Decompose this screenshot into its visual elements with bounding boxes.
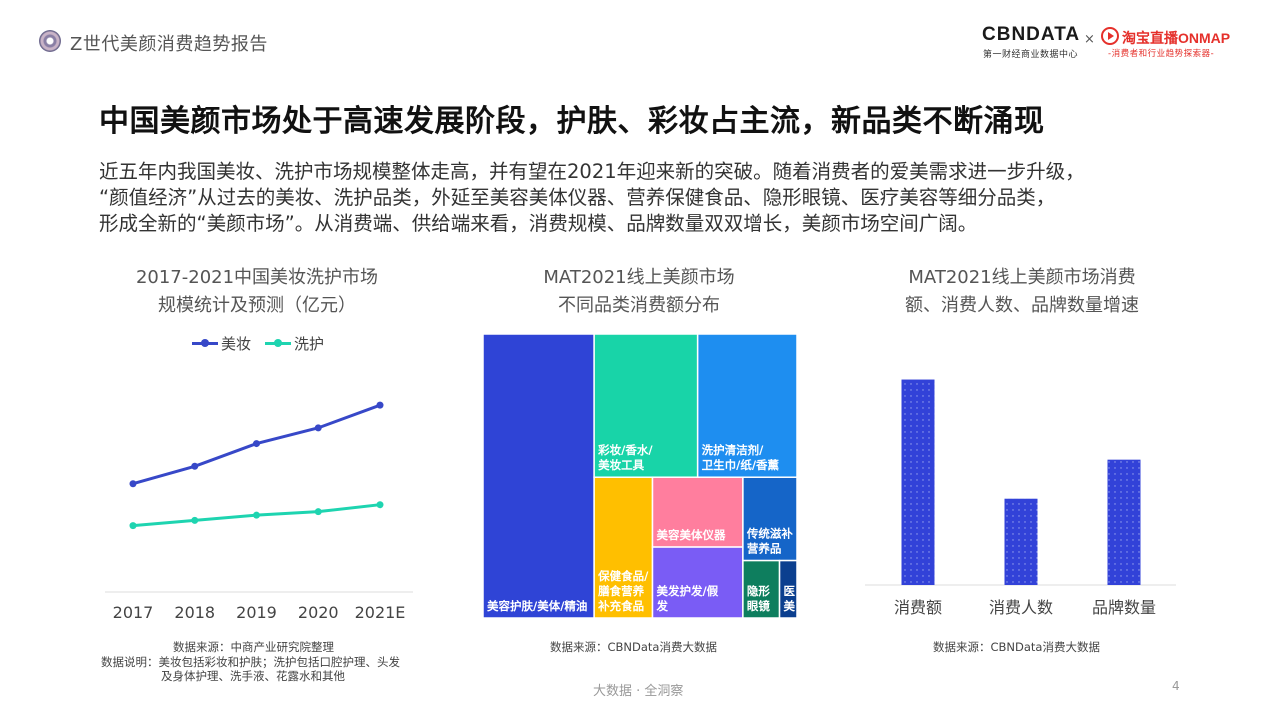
treemap-label: 美发护发/假发 — [656, 584, 719, 613]
line-chart: 2017 2018 2019 2020 2021E — [105, 401, 413, 622]
x-tick-label: 消费人数 — [989, 598, 1053, 617]
taobao-onmap-subtitle: -消费者和行业趋势探索器- — [1108, 49, 1215, 59]
data-point-wash — [129, 522, 137, 530]
cbndata-logo-subtitle: 第一财经商业数据中心 — [983, 50, 1079, 60]
page-headline: 中国美颜市场处于高速发展阶段，护肤、彩妆占主流，新品类不断涌现 — [99, 104, 1045, 139]
data-point-wash — [376, 501, 384, 509]
data-point-wash — [314, 508, 322, 516]
treemap-chart-title: MAT2021线上美颜市场 不同品类消费额分布 — [490, 264, 788, 320]
treemap-chart-title-line: 不同品类消费额分布 — [558, 295, 720, 316]
taobao-onmap-logo: 淘宝直播ONMAP — [1122, 30, 1231, 46]
treemap-cell — [483, 334, 595, 618]
legend-marker-makeup — [192, 339, 218, 347]
treemap-label: 彩妆/香水/美妆工具 — [597, 443, 653, 472]
data-point-makeup — [191, 462, 199, 470]
treemap-cell — [593, 476, 654, 618]
x-tick-label: 2020 — [298, 603, 339, 622]
treemap-label: 美容护肤/美体/精油 — [487, 599, 587, 613]
treemap-chart-source: 数据来源：CBNData消费大数据 — [550, 640, 717, 654]
line-chart-note: 及身体护理、洗手液、花露水和其他 — [161, 669, 345, 683]
data-point-makeup — [376, 401, 384, 409]
treemap-chart: 美容护肤/美体/精油 彩妆/香水/美妆工具 洗护清洁剂/卫生巾/纸/香薰保健食品/膳… — [483, 334, 797, 618]
treemap-cell — [742, 559, 781, 618]
page-number: 4 — [1172, 679, 1180, 693]
bar — [1004, 498, 1038, 585]
bar — [1107, 459, 1141, 585]
footer-slogan: 大数据 · 全洞察 — [593, 684, 684, 699]
data-point-makeup — [314, 424, 322, 432]
intro-line: “颜值经济”从过去的美妆、洗护品类，外延至美容美体仪器、营养保健食品、隐形眼镜、… — [99, 186, 1056, 209]
treemap-chart-title-line: MAT2021线上美颜市场 — [543, 267, 735, 288]
treemap-cell — [651, 546, 744, 618]
line-chart-title-line: 规模统计及预测（亿元） — [158, 295, 356, 316]
x-tick-label: 2018 — [174, 603, 215, 622]
line-chart-note: 数据说明：美妆包括彩妆和护肤；洗护包括口腔护理、头发 — [101, 655, 400, 669]
bar-chart-source: 数据来源：CBNData消费大数据 — [933, 640, 1100, 654]
treemap-label: 保健食品/膳食营养补充食品 — [597, 569, 649, 613]
x-tick-label: 2017 — [113, 603, 154, 622]
treemap-label: 美容美体仪器 — [657, 528, 726, 542]
treemap-cell — [696, 334, 797, 478]
line-chart-title: 2017-2021中国美妆洗护市场 规模统计及预测（亿元） — [96, 264, 418, 320]
bar-chart: 消费额 消费人数 品牌数量 — [865, 379, 1176, 617]
line-chart-source: 数据来源：中商产业研究院整理 — [173, 640, 334, 654]
x-tick-label: 品牌数量 — [1092, 598, 1156, 617]
treemap-label: 医美 — [784, 584, 796, 613]
data-point-makeup — [129, 480, 137, 488]
report-logo-icon — [39, 30, 61, 52]
legend-marker-wash — [265, 339, 291, 347]
treemap-label: 隐形眼镜 — [747, 584, 770, 613]
bar-chart-title-line: 额、消费人数、品牌数量增速 — [905, 295, 1139, 316]
x-tick-label: 消费额 — [894, 598, 942, 617]
page-header: Z世代美颜消费趋势报告 CBNDATA 第一财经商业数据中心 × 淘宝直播ONM… — [0, 0, 1279, 80]
x-tick-label: 2021E — [355, 603, 406, 622]
report-title: Z世代美颜消费趋势报告 — [70, 34, 268, 55]
cbndata-logo: CBNDATA — [982, 24, 1081, 45]
bar-chart-title-line: MAT2021线上美颜市场消费 — [908, 267, 1136, 288]
treemap-label: 传统滋补营养品 — [746, 527, 793, 556]
data-point-makeup — [253, 440, 260, 448]
treemap-label: 洗护清洁剂/卫生巾/纸/香薰 — [702, 443, 780, 472]
data-point-wash — [191, 516, 199, 524]
brand-separator: × — [1084, 32, 1095, 47]
intro-line: 近五年内我国美妆、洗护市场规模整体走高，并有望在2021年迎来新的突破。随着消费… — [99, 160, 1085, 183]
intro-paragraph: 近五年内我国美妆、洗护市场规模整体走高，并有望在2021年迎来新的突破。随着消费… — [99, 159, 1179, 237]
legend-label-wash: 洗护 — [294, 335, 325, 353]
treemap-cell — [742, 476, 797, 562]
line-chart-title-line: 2017-2021中国美妆洗护市场 — [135, 267, 379, 288]
intro-line: 形成全新的“美颜市场”。从消费端、供给端来看，消费规模、品牌数量双双增长，美颜市… — [99, 212, 978, 235]
taobao-live-icon — [1101, 27, 1119, 45]
data-point-wash — [253, 511, 260, 519]
legend-label-makeup: 美妆 — [221, 335, 252, 353]
bar-chart-title: MAT2021线上美颜市场消费 额、消费人数、品牌数量增速 — [872, 264, 1172, 320]
x-tick-label: 2019 — [236, 603, 277, 622]
bar — [901, 379, 935, 585]
